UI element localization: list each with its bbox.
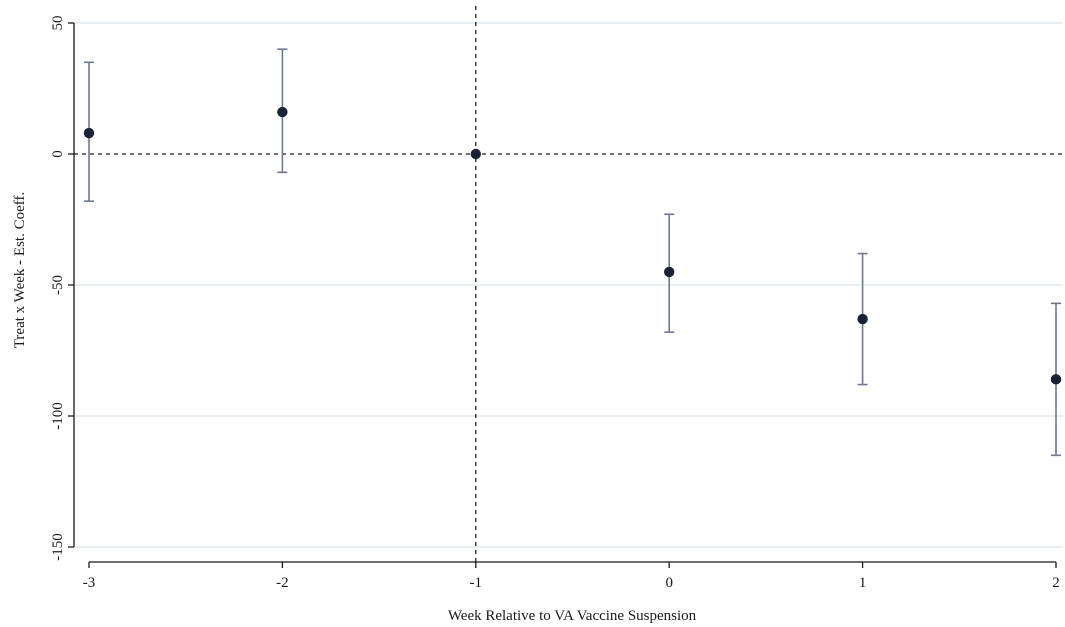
x-tick-label: -2 — [276, 575, 289, 591]
grid-lines — [74, 22, 1063, 548]
point-estimate — [1050, 374, 1062, 385]
x-tick-label: -1 — [470, 575, 483, 591]
y-tick-label: -100 — [50, 402, 66, 430]
y-tick-label: 50 — [50, 16, 66, 31]
tick-labels: 50 0 -50 -100 -150 -3 -2 -1 0 1 2 — [50, 16, 1060, 592]
y-axis-title: Treat x Week - Est. Coeff. — [12, 192, 28, 348]
point-estimate — [857, 313, 868, 325]
point-estimate — [470, 148, 481, 160]
x-tick-label: 1 — [859, 575, 867, 591]
x-tick-label: 2 — [1052, 575, 1060, 591]
x-axis-title: Week Relative to VA Vaccine Suspension — [448, 608, 697, 624]
reference-lines — [74, 6, 1063, 562]
x-tick-label: -3 — [83, 575, 96, 591]
axes — [68, 22, 1057, 568]
x-tick-label: 0 — [665, 575, 673, 591]
y-tick-label: 0 — [50, 150, 66, 158]
point-estimates — [83, 106, 1062, 385]
point-estimate — [664, 266, 675, 278]
point-estimate — [277, 106, 288, 118]
y-tick-label: -150 — [50, 533, 66, 561]
point-estimate — [83, 127, 95, 139]
y-tick-label: -50 — [50, 275, 66, 295]
